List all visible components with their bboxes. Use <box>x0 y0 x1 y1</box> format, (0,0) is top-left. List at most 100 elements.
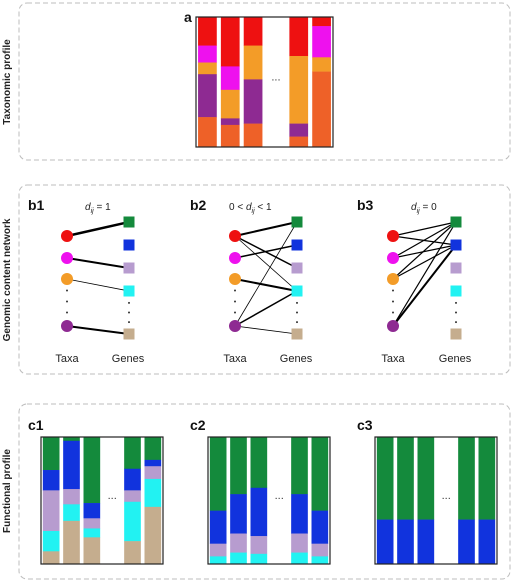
functional-profile-c2-bar-4-segment-green <box>291 437 308 495</box>
taxonomic-profile-bar-5-segment-red <box>312 17 331 27</box>
genes-label-b1: Genes <box>112 353 145 365</box>
taxonomic-profile-bars: ... <box>195 16 334 148</box>
functional-profile-c2-bar-1-segment-blue <box>209 510 227 544</box>
functional-profile-c1-bar-2-segment-lavender <box>63 489 80 505</box>
taxonomic-profile-bar-1-segment-orange <box>198 62 217 75</box>
network-b1-gene-node-cyan <box>123 285 135 297</box>
taxonomic-profile-bar-4-segment-purple <box>289 123 309 137</box>
taxonomic-profile-bar-5-segment-magenta <box>312 26 331 58</box>
side-label-functional: Functional profile <box>2 449 13 533</box>
functional-profile-c1-bar-4-segment-cyan <box>124 501 141 542</box>
functional-profile-c3-bar-1-segment-green <box>376 437 394 520</box>
functional-profile-c2-bar-2-segment-lavender <box>230 533 247 553</box>
functional-profile-c1-bar-4-segment-green <box>124 437 141 470</box>
network-b3-gene-node-lavender <box>450 262 462 274</box>
genes-label-b2: Genes <box>280 353 313 365</box>
formula-b1: dij = 1 <box>85 202 111 215</box>
network-b2-edge-4 <box>234 244 298 259</box>
network-b3-edge-7 <box>392 221 457 327</box>
formula-b1-sub: ij <box>91 208 95 215</box>
functional-profile-c1-bar-5-segment-blue <box>144 459 162 467</box>
network-b3-gene-node-cyan <box>450 285 462 297</box>
network-b3-edge-6 <box>392 244 457 280</box>
network-b2 <box>229 216 303 340</box>
panel-a-box <box>18 2 511 161</box>
taxonomic-profile-bar-4-segment-darkorange <box>289 136 309 148</box>
functional-profile-c2-bar-1-segment-cyan <box>209 556 227 565</box>
network-b3-taxon-node-purple <box>387 320 399 332</box>
taxonomic-profile-bar-3-segment-red <box>243 17 263 46</box>
functional-profile-c1-bar-1-segment-cyan <box>42 530 60 552</box>
taxonomic-profile-frame <box>195 16 334 148</box>
functional-profile-c2-bar-3-segment-green <box>250 437 268 489</box>
network-b2-taxon-node-purple <box>229 320 241 332</box>
network-b3-taxon-node-magenta <box>387 252 399 264</box>
functional-profile-c2-bar-1-segment-green <box>209 437 227 511</box>
network-b2-genes-dot <box>296 301 298 304</box>
functional-profile-c3-bar-3-segment-blue <box>417 519 435 565</box>
network-b2-genes-dot <box>296 321 298 324</box>
functional-profile-c2-bar-3-segment-cyan <box>250 553 268 565</box>
functional-profile-c3-bar-3-segment-green <box>417 437 435 520</box>
taxonomic-profile-bar-5-segment-orange <box>312 57 331 72</box>
formula-b1-rel: = 1 <box>94 202 111 213</box>
functional-profile-c2-bar-5-segment-green <box>311 437 329 511</box>
taxonomic-profile-bar-3-segment-purple <box>243 79 263 124</box>
formula-b2-pre: 0 < <box>229 202 246 213</box>
functional-profile-c2-bar-2-segment-green <box>230 437 247 495</box>
taxonomic-profile-bar-2-segment-red <box>220 17 240 67</box>
network-b2-taxon-node-magenta <box>229 252 241 264</box>
network-b3-taxa-dot <box>392 289 394 292</box>
network-b2-edge-3 <box>234 235 298 292</box>
network-b2-gene-node-lavender <box>291 262 303 274</box>
network-b3-edge-8 <box>392 244 457 327</box>
network-b2-edge-6 <box>234 221 298 327</box>
functional-profile-c3-frame <box>374 436 498 565</box>
taxonomic-profile-ellipsis: ... <box>271 72 280 84</box>
taxonomic-profile-bar-2-segment-darkorange <box>220 124 240 148</box>
functional-profile-c1-ellipsis: ... <box>108 490 117 502</box>
taxonomic-profile-bar-1-segment-darkorange <box>198 117 217 148</box>
network-b1-gene-node-green <box>123 216 135 228</box>
taxonomic-profile-bar-1-segment-red <box>198 17 217 46</box>
network-b3-edge-3 <box>392 221 457 259</box>
taxonomic-profile-bar-2-segment-magenta <box>220 66 240 91</box>
functional-profile-c1-bar-1-segment-green <box>42 437 60 471</box>
network-b1-taxon-node-orange <box>61 273 73 285</box>
functional-profile-c2-bar-3-segment-blue <box>250 487 268 537</box>
taxa-label-b3: Taxa <box>381 353 405 365</box>
network-b3 <box>387 216 462 340</box>
formula-b2-var: d <box>246 202 252 213</box>
network-b3-genes-dot <box>455 301 457 304</box>
panel-letter-b1: b1 <box>28 197 45 213</box>
network-b2-edge-7 <box>234 290 298 327</box>
formula-b3: dij = 0 <box>411 202 437 215</box>
network-b3-gene-node-tan <box>450 328 462 340</box>
functional-profile-c1-bar-5-segment-green <box>144 437 162 461</box>
functional-profile-c1-bar-2-segment-tan <box>63 520 80 565</box>
functional-profile-c2-ellipsis: ... <box>275 490 284 502</box>
functional-profile-c3-bar-5-segment-green <box>478 437 496 520</box>
panel-c-box <box>18 403 511 580</box>
functional-profile-c2-bar-4-segment-cyan <box>291 552 308 565</box>
functional-profile-c1-bar-3-segment-tan <box>83 537 101 565</box>
network-b1-taxa-dot <box>66 311 68 314</box>
taxa-label-b1: Taxa <box>55 353 79 365</box>
taxonomic-profile-bar-3-segment-darkorange <box>243 123 263 148</box>
network-b1-taxon-node-magenta <box>61 252 73 264</box>
formula-b2-sub: ij <box>252 208 256 215</box>
functional-profile-c1-bar-4-segment-blue <box>124 468 141 491</box>
network-b3-taxon-node-red <box>387 230 399 242</box>
functional-profile-c1-bar-2-segment-blue <box>63 440 80 490</box>
network-b2-taxa-dot <box>234 311 236 314</box>
network-b3-gene-node-blue <box>450 239 462 251</box>
functional-profile-c3-ellipsis: ... <box>442 490 451 502</box>
network-b2-taxon-node-orange <box>229 273 241 285</box>
side-label-taxonomic: Taxonomic profile <box>2 39 13 125</box>
formula-b2: 0 < dij < 1 <box>229 202 272 215</box>
network-b3-edge-5 <box>392 221 457 280</box>
taxonomic-profile-bar-1-segment-purple <box>198 74 217 118</box>
functional-profile-c3-bar-4-segment-green <box>458 437 475 520</box>
panel-letter-b3: b3 <box>357 197 374 213</box>
